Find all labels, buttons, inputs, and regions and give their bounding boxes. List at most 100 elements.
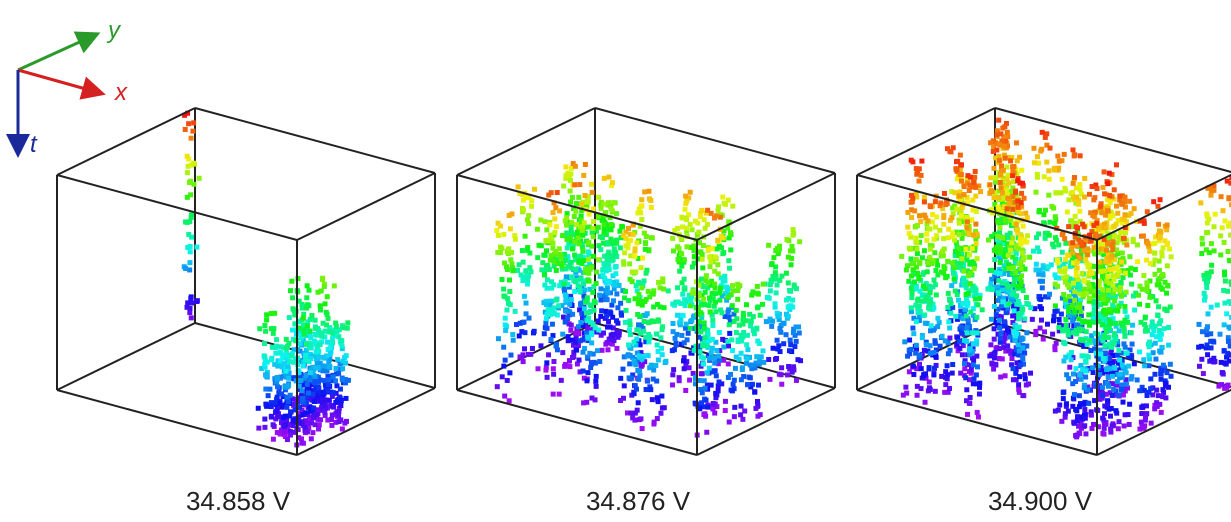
point [738,412,743,417]
point [965,300,970,305]
point [766,357,771,362]
point [1062,186,1067,191]
point [264,374,269,379]
point [700,390,705,395]
point [621,259,626,264]
point [609,227,614,232]
point [942,246,947,251]
point [262,417,267,422]
point [564,274,569,279]
point [948,311,953,316]
point [974,241,979,246]
point [654,332,659,337]
point [650,397,655,402]
point [760,302,765,307]
point [1019,168,1024,173]
point [1158,337,1163,342]
point [1053,235,1058,240]
point [1016,316,1021,321]
point [713,254,718,259]
point [1072,153,1077,158]
point [730,204,735,209]
point [1078,372,1083,377]
point [1082,194,1087,199]
point [978,189,983,194]
point [566,363,571,368]
point [266,393,271,398]
point [1074,366,1079,371]
point [970,198,975,203]
point [190,129,195,134]
point [744,342,749,347]
point [705,370,710,375]
point [636,400,641,405]
point [655,416,660,421]
point [973,169,978,174]
point [576,195,581,200]
point [1142,363,1147,368]
point [506,247,511,252]
point [928,247,933,252]
point [1076,202,1081,207]
point [345,320,350,325]
point [643,247,648,252]
point [1069,245,1074,250]
point [326,377,331,382]
point [966,231,971,236]
point [1120,382,1125,387]
point [719,234,724,239]
point [325,294,330,299]
point [697,406,702,411]
point [989,277,994,282]
point [328,330,333,335]
point [587,212,592,217]
point [1006,253,1011,258]
point [1218,332,1223,337]
point [740,417,745,422]
point [911,331,916,336]
point [639,265,644,270]
point [1077,182,1082,187]
point [305,283,310,288]
point [1053,190,1058,195]
point [525,282,530,287]
point [1000,235,1005,240]
point [968,310,973,315]
point [1151,199,1156,204]
point [1226,383,1231,388]
point [570,246,575,251]
point [316,426,321,431]
point [1092,195,1097,200]
point [1082,416,1087,421]
point [943,275,948,280]
point [1125,350,1130,355]
point [701,297,706,302]
point [1051,318,1056,323]
point [288,359,293,364]
point [626,298,631,303]
point [660,405,665,410]
point [1013,270,1018,275]
point [1141,404,1146,409]
point [602,222,607,227]
point [1061,396,1066,401]
point [1074,434,1079,439]
point [756,292,761,297]
point [1086,264,1091,269]
point [679,251,684,256]
point [340,377,345,382]
point [699,208,704,213]
point [996,205,1001,210]
point [1204,211,1209,216]
point [544,302,549,307]
point [271,437,276,442]
point [1038,297,1043,302]
point [1025,233,1030,238]
point [322,403,327,408]
point [1147,295,1152,300]
point [510,332,515,337]
point [502,394,507,399]
point [256,426,261,431]
point [1124,382,1129,387]
point [756,383,761,388]
